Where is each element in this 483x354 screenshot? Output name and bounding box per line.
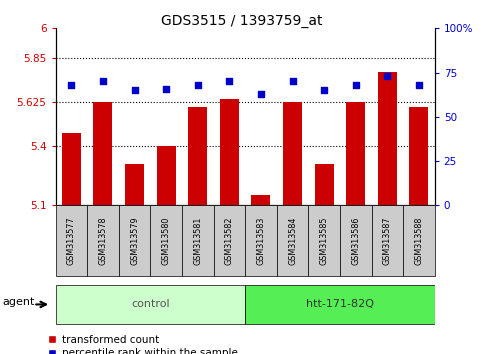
Text: GDS3515 / 1393759_at: GDS3515 / 1393759_at xyxy=(161,14,322,28)
Bar xyxy=(340,205,371,276)
Text: GSM313584: GSM313584 xyxy=(288,217,297,265)
Bar xyxy=(150,205,182,276)
Bar xyxy=(252,195,270,205)
Text: GSM313585: GSM313585 xyxy=(320,216,328,265)
Text: GSM313588: GSM313588 xyxy=(414,217,424,265)
Text: GSM313580: GSM313580 xyxy=(162,217,170,265)
Bar xyxy=(410,107,428,205)
Point xyxy=(131,87,139,93)
Bar xyxy=(308,205,340,276)
Text: htt-171-82Q: htt-171-82Q xyxy=(306,298,374,309)
Point xyxy=(257,91,265,97)
Text: GSM313582: GSM313582 xyxy=(225,216,234,265)
Text: GSM313581: GSM313581 xyxy=(193,217,202,265)
Point xyxy=(68,82,75,88)
Text: agent: agent xyxy=(3,297,35,307)
Bar xyxy=(119,205,150,276)
Point xyxy=(384,73,391,79)
Point xyxy=(415,82,423,88)
Text: GSM313578: GSM313578 xyxy=(99,216,107,265)
Bar xyxy=(346,102,365,205)
Bar xyxy=(314,164,334,205)
Text: GSM313587: GSM313587 xyxy=(383,216,392,265)
Bar xyxy=(277,205,308,276)
Text: GSM313577: GSM313577 xyxy=(67,216,76,265)
Point xyxy=(289,79,297,84)
Bar xyxy=(220,99,239,205)
Point xyxy=(99,79,107,84)
Bar xyxy=(156,146,176,205)
Point xyxy=(226,79,233,84)
Bar xyxy=(62,132,81,205)
Bar xyxy=(125,164,144,205)
Bar xyxy=(245,285,435,324)
Point xyxy=(352,82,359,88)
Bar xyxy=(182,205,213,276)
Text: GSM313583: GSM313583 xyxy=(256,217,266,265)
Bar xyxy=(94,102,113,205)
Text: GSM313586: GSM313586 xyxy=(351,217,360,265)
Bar xyxy=(403,205,435,276)
Bar xyxy=(371,205,403,276)
Bar xyxy=(188,107,207,205)
Point xyxy=(162,86,170,91)
Text: GSM313579: GSM313579 xyxy=(130,216,139,265)
Point xyxy=(320,87,328,93)
Legend: transformed count, percentile rank within the sample: transformed count, percentile rank withi… xyxy=(44,331,242,354)
Text: control: control xyxy=(131,298,170,309)
Bar xyxy=(378,72,397,205)
Bar xyxy=(245,205,277,276)
Point xyxy=(194,82,201,88)
Bar xyxy=(56,205,87,276)
Bar xyxy=(56,285,245,324)
Bar xyxy=(283,102,302,205)
Bar xyxy=(213,205,245,276)
Bar xyxy=(87,205,119,276)
